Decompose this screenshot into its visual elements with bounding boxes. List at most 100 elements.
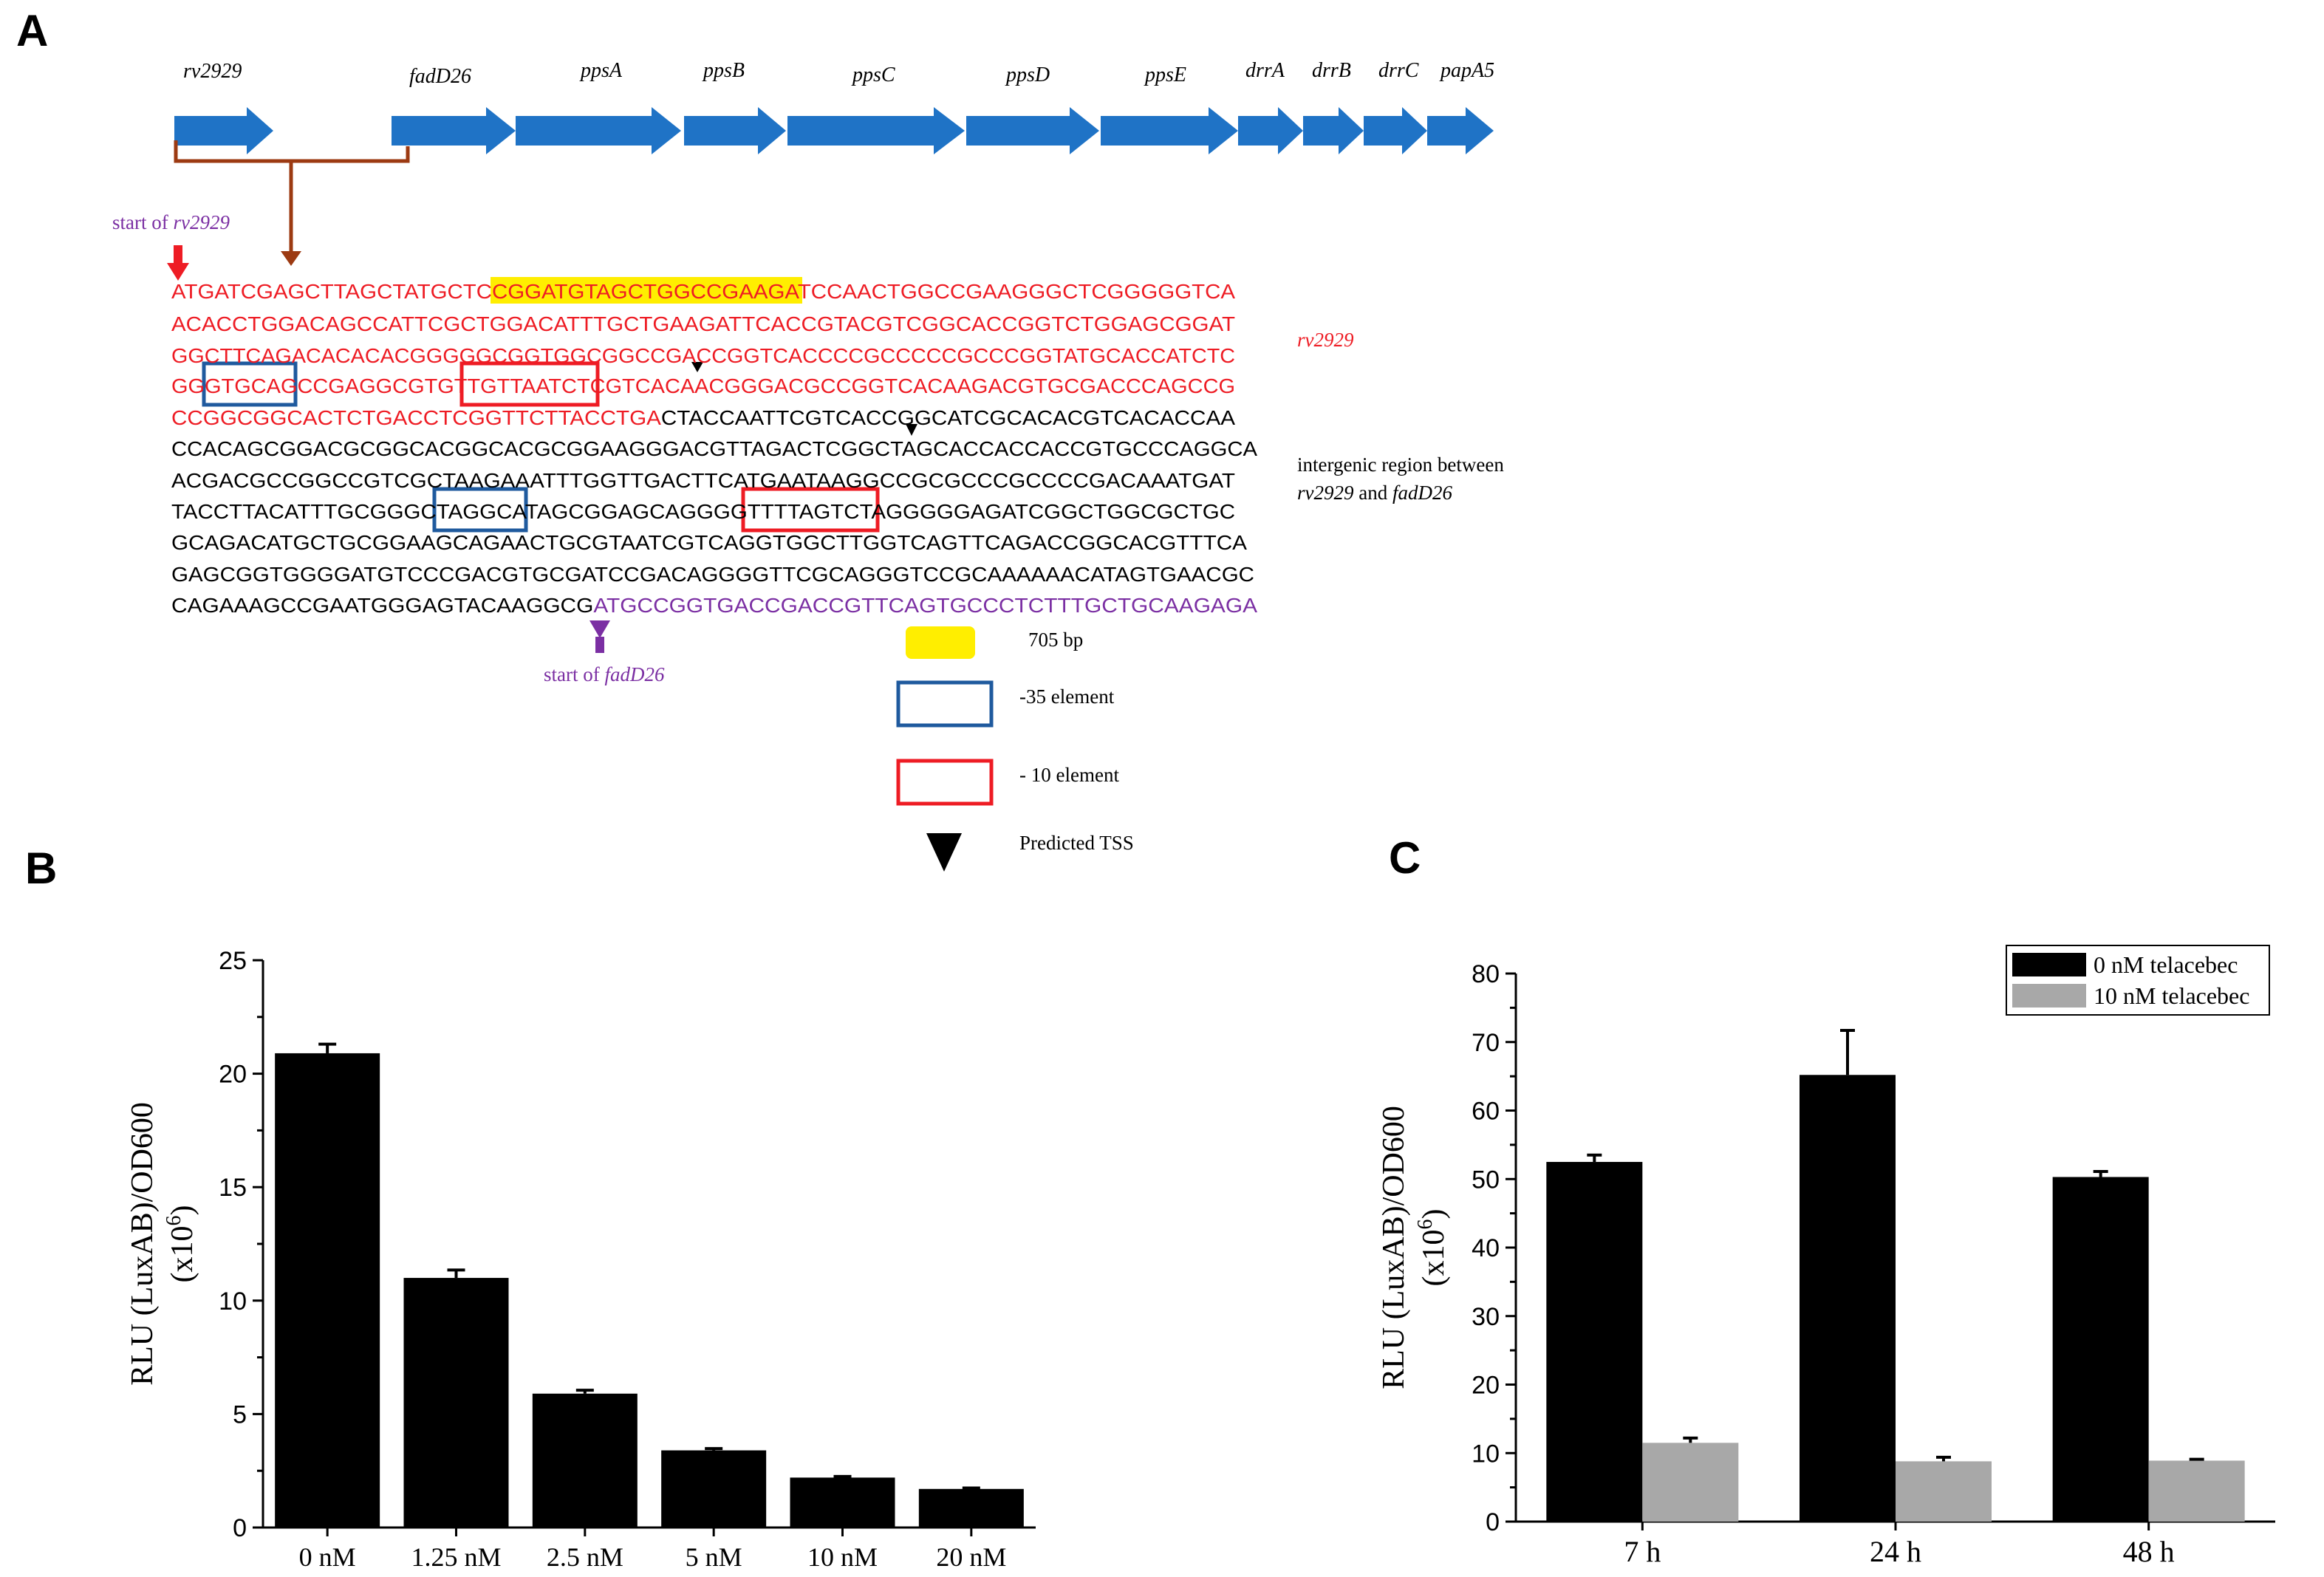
gene-label-ppsA: ppsA: [579, 59, 623, 82]
chart-c-bar: [1546, 1162, 1643, 1522]
start-rv2929-arrow: [167, 245, 189, 281]
gene-label-papA5: papA5: [1439, 59, 1494, 82]
gene-label-ppsB: ppsB: [702, 59, 745, 82]
chart-c-xtick-label: 48 h: [2123, 1535, 2175, 1568]
chart-b-ytick-label: 5: [233, 1400, 247, 1429]
chart-b-ytick-label: 15: [219, 1174, 247, 1202]
panel-label-b: B: [25, 844, 57, 893]
seq-line-5: CCGGCGGCACTCTGACCTCGGTTCTTACCTGA CTACCAAT…: [171, 406, 1236, 429]
chart-c-bar: [1642, 1443, 1739, 1522]
chart-b-xtick-label: 2.5 nM: [547, 1542, 623, 1572]
gene-arrow-fadD26: [392, 107, 516, 154]
start-fadD26-arrow: [589, 620, 610, 653]
chart-b-xtick-label: 10 nM: [807, 1542, 878, 1572]
chart-c-legend-label: 0 nM telacebec: [2094, 951, 2238, 978]
chart-c-legend-swatch: [2012, 984, 2086, 1008]
chart-b-ytick-label: 20: [219, 1061, 247, 1089]
chart-c-ytick-label: 60: [1472, 1098, 1500, 1126]
seq-line-11: CAGAAAGCCGAATGGGAGTACAAGGCG ATGCCGGTGACCG…: [171, 594, 1258, 617]
seq-line-6: CCACAGCGGACGCGGCACGGCACGCGGAAGGGACGTTAGA…: [171, 437, 1258, 460]
box-35-rv: [202, 361, 298, 407]
gene-arrow-drrB: [1303, 107, 1364, 154]
chart-c-ylabel: RLU (LuxAB)/OD600: [1377, 1106, 1411, 1389]
seq-line-2: ACACCTGGACAGCCATTCGCTGGACATTTGCTGAAGATTC…: [171, 312, 1235, 335]
gene-arrow-ppsD: [966, 107, 1099, 154]
chart-b-xtick-label: 20 nM: [936, 1542, 1006, 1572]
chart-b-bar: [661, 1450, 767, 1528]
chart-b: 0 5 10 15 20 25 0 nM 1.25 nM 2.5 nM 5 nM 10 nM 20 n…: [126, 947, 1036, 1572]
seq-line-9: GCAGACATGCTGCGGAAGCAGAACTGCGTAATCGTCAGGT…: [171, 531, 1248, 554]
legend-10-label: - 10 element: [1019, 764, 1119, 786]
chart-b-ylabel: RLU (LuxAB)/OD600: [126, 1102, 160, 1386]
chart-c-bar: [2052, 1177, 2149, 1522]
chart-c-ytick-label: 30: [1472, 1303, 1500, 1331]
chart-b-xtick-label: 1.25 nM: [411, 1542, 501, 1572]
chart-c-legend-swatch: [2012, 953, 2086, 976]
chart-c-xtick-label: 7 h: [1624, 1535, 1661, 1568]
chart-b-ytick-label: 10: [219, 1287, 247, 1316]
legend-35-label: -35 element: [1019, 685, 1115, 708]
gene-label-drrB: drrB: [1312, 59, 1351, 82]
gene-arrow-drrA: [1238, 107, 1303, 154]
legend-highlight-swatch: [906, 626, 975, 659]
tss-marker-1: [691, 362, 703, 372]
chart-c-ytick-label: 40: [1472, 1234, 1500, 1262]
seq-line-4: GGGTGCAGCCGAGGCGTGTTGTTAATCTCGTCACAACGGG…: [171, 374, 1235, 397]
legend-box35-swatch: [896, 680, 994, 728]
gene-label-rv2929: rv2929: [183, 60, 242, 83]
chart-b-xtick-label: 5 nM: [686, 1542, 742, 1572]
bracket-arrowhead: [281, 251, 301, 266]
chart-b-xtick-label: 0 nM: [299, 1542, 356, 1572]
chart-c-ytick-label: 10: [1472, 1440, 1500, 1468]
chart-b-bar: [532, 1393, 638, 1528]
chart-c-bar: [2148, 1460, 2245, 1522]
gene-label-drrA: drrA: [1245, 59, 1285, 82]
gene-arrow-rv2929: [174, 107, 273, 154]
chart-c-bar: [1896, 1461, 1992, 1522]
gene-label-ppsC: ppsC: [851, 64, 895, 86]
gene-arrow-ppsE: [1101, 107, 1238, 154]
chart-b-ytick-label: 25: [219, 947, 247, 975]
gene-arrow-ppsC: [787, 107, 965, 154]
panel-label-c: C: [1389, 833, 1421, 883]
chart-c-ytick-label: 70: [1472, 1029, 1500, 1057]
chart-b-bar: [918, 1488, 1024, 1528]
gene-label-ppsD: ppsD: [1005, 64, 1050, 86]
tss-marker-2: [906, 424, 917, 436]
legend-box10-swatch: [896, 759, 994, 806]
gene-map: [174, 107, 1494, 154]
chart-b-ytick-label: 0: [233, 1514, 247, 1542]
seq-line-7: ACGACGCCGGCCGTCGCTAAGAAATTTGGTTGACTTCATG…: [171, 469, 1235, 492]
highlight-705bp: [491, 277, 802, 304]
chart-c-ytick-label: 80: [1472, 960, 1500, 988]
gene-arrow-papA5: [1427, 107, 1494, 154]
start-fadD26-label: start of fadD26: [544, 663, 665, 685]
start-rv2929-label: start of rv2929: [112, 211, 230, 233]
chart-c-ylabel-unit: (x106): [1414, 1209, 1451, 1287]
chart-c-xtick-label: 24 h: [1870, 1535, 1921, 1568]
legend-a: 705 bp -35 element - 10 element Predicte…: [896, 626, 1134, 872]
gene-arrow-ppsB: [684, 107, 786, 154]
chart-b-ylabel-unit: (x106): [163, 1205, 199, 1283]
chart-b-bar: [403, 1278, 509, 1528]
legend-705bp-label: 705 bp: [1028, 629, 1083, 651]
panel-label-a: A: [16, 6, 48, 55]
gene-label-ppsE: ppsE: [1144, 64, 1186, 86]
chart-b-bar: [275, 1053, 380, 1528]
box-10-rv: [459, 361, 600, 407]
legend-tss-icon: [926, 833, 962, 872]
seq-line-3: GGCTTCAGACACACACGGGGGCGGTGGCGGCCGACCGGTC…: [171, 344, 1235, 367]
intergenic-label-line1: intergenic region between: [1297, 454, 1504, 476]
seq-line-8: TACCTTACATTTGCGGGCTAGGCATAGCGGAGCAGGGGTT…: [171, 500, 1235, 523]
seq-line-1: ATGATCGAGCTTAGCTATGCTC CGGATGTAGCTGGCCGAA…: [171, 280, 1236, 303]
box-10-intergenic: [741, 487, 880, 533]
chart-c-ytick-label: 20: [1472, 1372, 1500, 1400]
legend-tss-label: Predicted TSS: [1019, 832, 1134, 854]
chart-c-ytick-label: 50: [1472, 1166, 1500, 1194]
gene-label-drrC: drrC: [1378, 59, 1419, 82]
rv2929-region-label: rv2929: [1297, 329, 1354, 351]
intergenic-bracket: [174, 140, 410, 254]
gene-arrow-ppsA: [516, 107, 681, 154]
